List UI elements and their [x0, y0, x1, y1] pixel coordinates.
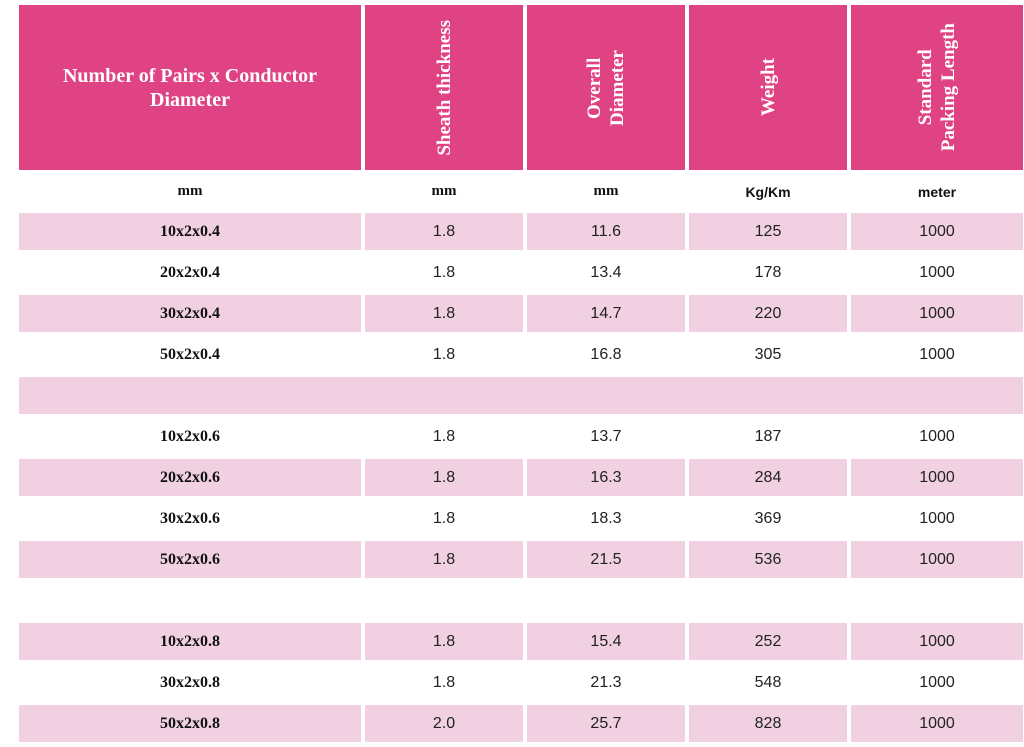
table-row-cell-code: 10x2x0.8	[19, 623, 361, 660]
unit-weight: Kg/Km	[745, 183, 791, 200]
table-row-cell-weight: 220	[689, 295, 847, 332]
table-row-cell-length: 1000	[919, 345, 955, 363]
table-row-cell-code: 50x2x0.8	[19, 705, 361, 742]
table-row-cell-sheath: 1.8	[432, 345, 456, 363]
table-row-cell-sheath: 1.8	[365, 295, 523, 332]
table-row-cell-diameter: 13.4	[590, 263, 622, 281]
table-row-cell-sheath: 1.8	[365, 459, 523, 496]
table-row-cell-code: 10x2x0.6	[160, 427, 220, 445]
table-row-cell-sheath: 2.0	[365, 705, 523, 742]
table-row-cell-diameter: 13.7	[590, 427, 622, 445]
table-row-cell-weight: 284	[689, 459, 847, 496]
header-pairs-label: Number of Pairs x Conductor Diameter	[62, 64, 318, 111]
table-row-cell-code: 30x2x0.8	[160, 673, 220, 691]
cable-spec-table: Number of Pairs x Conductor Diameter She…	[19, 5, 1023, 746]
table-row-cell-length: 1000	[851, 705, 1023, 742]
table-row-cell-length: 1000	[851, 213, 1023, 250]
table-row-cell-sheath: 1.8	[365, 623, 523, 660]
table-row-cell-diameter: 14.7	[527, 295, 685, 332]
table-row-cell-diameter: 21.3	[590, 673, 622, 691]
table-row-cell-weight: 305	[754, 345, 782, 363]
unit-sheath: mm	[431, 183, 457, 199]
table-row-cell-diameter: 18.3	[590, 509, 622, 527]
table-row-cell-diameter: 15.4	[527, 623, 685, 660]
header-overall-diameter: Overall Diameter	[527, 5, 685, 170]
table-row-cell-diameter: 16.3	[527, 459, 685, 496]
header-weight-label: Weight	[757, 58, 779, 117]
table-row-cell-weight: 187	[754, 427, 782, 445]
table-row-cell-length: 1000	[851, 541, 1023, 578]
table-row-cell-code: 10x2x0.4	[19, 213, 361, 250]
table-row-cell-weight: 125	[689, 213, 847, 250]
table-row-cell-length: 1000	[851, 623, 1023, 660]
table-row-cell-diameter: 25.7	[527, 705, 685, 742]
table-row-cell-sheath: 1.8	[432, 673, 456, 691]
table-row-cell-sheath: 1.8	[432, 263, 456, 281]
table-row-cell-length: 1000	[919, 263, 955, 281]
group-separator	[19, 377, 1023, 414]
table-row-cell-length: 1000	[919, 427, 955, 445]
unit-length: meter	[917, 183, 957, 200]
table-row-cell-sheath: 1.8	[365, 213, 523, 250]
header-sheath-thickness: Sheath thickness	[365, 5, 523, 170]
table-row-cell-weight: 252	[689, 623, 847, 660]
header-packing-length: Standard Packing Length	[851, 5, 1023, 170]
table-row-cell-diameter: 21.5	[527, 541, 685, 578]
table-row-cell-weight: 369	[754, 509, 782, 527]
header-overall-diameter-label: Overall Diameter	[584, 49, 628, 126]
table-row-cell-diameter: 16.8	[590, 345, 622, 363]
table-row-cell-code: 20x2x0.6	[19, 459, 361, 496]
table-row-cell-sheath: 1.8	[432, 427, 456, 445]
table-row-cell-sheath: 1.8	[365, 541, 523, 578]
table-row-cell-weight: 178	[754, 263, 782, 281]
table-row-cell-code: 50x2x0.6	[19, 541, 361, 578]
table-row-cell-length: 1000	[851, 295, 1023, 332]
header-weight: Weight	[689, 5, 847, 170]
header-sheath-label: Sheath thickness	[433, 19, 455, 156]
table-row-cell-weight: 828	[689, 705, 847, 742]
group-separator	[19, 582, 1023, 619]
unit-diameter: mm	[593, 183, 619, 199]
table-row-cell-code: 30x2x0.6	[160, 509, 220, 527]
table-row-cell-weight: 548	[754, 673, 782, 691]
table-row-cell-length: 1000	[919, 509, 955, 527]
table-row-cell-code: 50x2x0.4	[160, 345, 220, 363]
table-row-cell-length: 1000	[919, 673, 955, 691]
table-row-cell-diameter: 11.6	[527, 213, 685, 250]
table-row-cell-length: 1000	[851, 459, 1023, 496]
table-row-cell-code: 30x2x0.4	[19, 295, 361, 332]
table-row-cell-code: 20x2x0.4	[160, 263, 220, 281]
header-packing-length-label: Standard Packing Length	[915, 23, 959, 152]
unit-pairs: mm	[177, 183, 203, 199]
header-pairs-conductor-diameter: Number of Pairs x Conductor Diameter	[19, 5, 361, 170]
table-row-cell-weight: 536	[689, 541, 847, 578]
table-row-cell-sheath: 1.8	[432, 509, 456, 527]
